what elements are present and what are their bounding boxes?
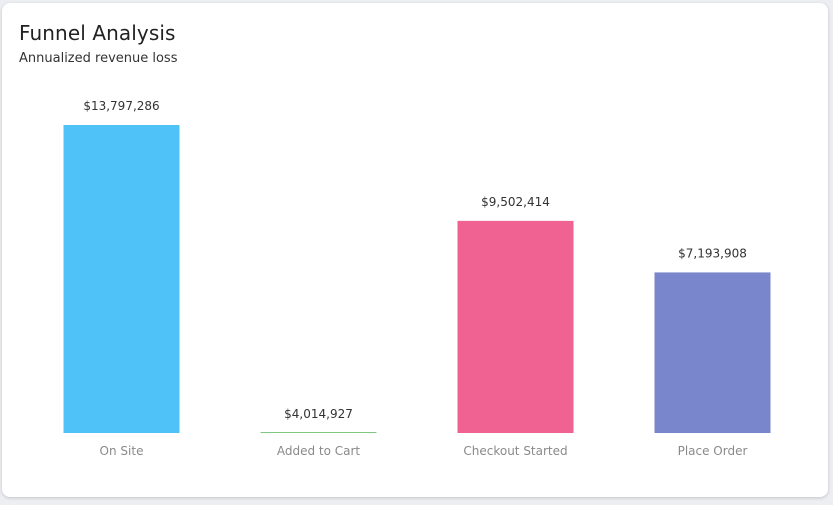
data-label: $13,797,286 bbox=[83, 99, 159, 113]
bar-checkout-started[interactable] bbox=[457, 220, 574, 433]
data-label: $7,193,908 bbox=[678, 246, 747, 260]
data-label: $9,502,414 bbox=[481, 195, 550, 209]
category-tick-label: Added to Cart bbox=[277, 444, 361, 458]
data-label: $4,014,927 bbox=[284, 407, 353, 421]
bar-baseline-added-to-cart bbox=[260, 432, 377, 433]
bar-place-order[interactable] bbox=[654, 272, 771, 433]
category-tick-label: Place Order bbox=[678, 444, 748, 458]
chart-subtitle: Annualized revenue loss bbox=[19, 51, 178, 66]
chart-title: Funnel Analysis bbox=[19, 21, 176, 45]
bar-on-site[interactable] bbox=[63, 125, 180, 433]
category-tick-label: Checkout Started bbox=[463, 444, 567, 458]
category-tick-label: On Site bbox=[100, 444, 144, 458]
